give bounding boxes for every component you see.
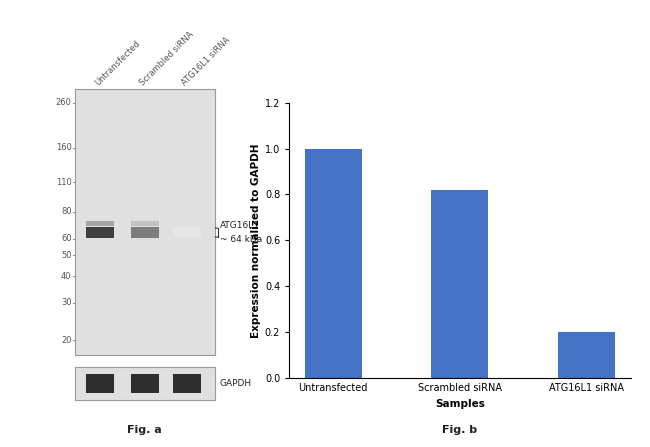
Text: 80: 80	[61, 207, 72, 216]
Text: 160: 160	[56, 143, 72, 152]
Text: Fig. b: Fig. b	[442, 425, 478, 435]
Text: ATG16L1 siRNA: ATG16L1 siRNA	[180, 35, 232, 87]
Bar	[131, 227, 159, 238]
Bar	[131, 221, 159, 226]
Bar	[305, 149, 362, 378]
Text: 40: 40	[61, 272, 72, 281]
Text: 50: 50	[61, 251, 72, 260]
Text: ~ 64 kDa: ~ 64 kDa	[220, 235, 262, 244]
Bar	[172, 374, 200, 393]
Text: 60: 60	[61, 234, 72, 243]
Text: Scrambled siRNA: Scrambled siRNA	[138, 30, 196, 87]
Text: 260: 260	[56, 98, 72, 107]
Text: Untransfected: Untransfected	[94, 38, 142, 87]
Text: Fig. a: Fig. a	[127, 425, 162, 435]
Text: 20: 20	[61, 336, 72, 345]
Bar	[172, 227, 200, 238]
Bar	[86, 374, 114, 393]
Bar	[131, 374, 159, 393]
Bar	[558, 332, 615, 378]
Text: 30: 30	[61, 298, 72, 307]
Bar	[86, 221, 114, 226]
Y-axis label: Expression normalized to GAPDH: Expression normalized to GAPDH	[251, 143, 261, 337]
Text: GAPDH: GAPDH	[220, 379, 252, 388]
Bar	[432, 190, 488, 378]
Bar	[86, 227, 114, 238]
X-axis label: Samples: Samples	[435, 399, 485, 409]
Text: 110: 110	[56, 178, 72, 187]
Text: ATG16L1: ATG16L1	[220, 221, 260, 230]
